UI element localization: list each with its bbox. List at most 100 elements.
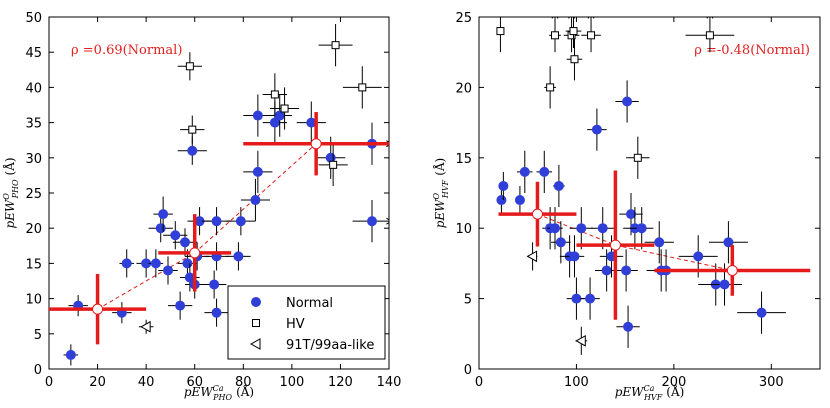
legend-entry-label: Normal [286,296,333,311]
y-tick-label: 35 [25,117,42,132]
right-x-axis-label: pEWCa HVF (Å) [615,384,685,402]
right-x-axis-label-unit: (Å) [666,384,684,399]
normal-data-point [514,195,525,206]
91t-data-point [575,334,586,347]
normal-data-point [654,237,665,248]
normal-data-point [150,258,161,269]
left-y-axis-label-sub: PHO [11,179,20,199]
y-tick-label: 5 [464,293,472,308]
hv-data-point [705,31,714,40]
hv-data-point [587,31,596,40]
x-tick-label: 40 [138,375,155,390]
normal-data-point [555,237,566,248]
normal-data-point [622,96,633,107]
normal-data-point [170,230,181,241]
right-y-axis-label-base: pEW [433,198,447,228]
left-y-axis-label-base: pEW [3,198,17,228]
normal-data-point [121,258,132,269]
left-panel: 0 20 40 60 80 100 120 140 0 5 10 15 20 25 30 35 40 45 50 pE… [2,11,401,402]
x-tick-label: 140 [377,375,402,390]
normal-data-point [194,216,205,227]
binned-mean-point [531,208,543,220]
normal-data-point [211,216,222,227]
normal-data-point [636,223,647,234]
hv-data-point [358,83,367,92]
correlation-annotation: ρ =-0.48(Normal) [694,43,810,58]
normal-data-point [367,216,377,227]
normal-data-point [498,180,509,191]
normal-data-point [571,293,582,304]
left-x-axis-label-sub: PHO [212,393,232,402]
y-tick-label: 20 [455,81,472,96]
x-tick-label: 0 [475,375,483,390]
correlation-annotation: ρ =0.69(Normal) [71,43,182,58]
x-tick-label: 200 [661,375,686,390]
x-tick-label: 80 [235,375,252,390]
y-tick-label: 10 [455,222,472,237]
left-y-axis-label: pEWOPHO (Å) [2,157,20,228]
normal-data-point [209,279,220,290]
x-tick-label: 0 [45,375,53,390]
91t-data-point [140,320,151,333]
normal-data-point [180,237,190,248]
legend-entry-label: 91T/99aa-like [286,338,374,353]
normal-data-point [252,110,263,121]
y-tick-label: 20 [25,222,42,237]
y-tick-label: 5 [34,328,42,343]
normal-data-point [158,209,169,220]
right-x-axis-label-base: pEW [615,385,645,399]
hv-data-point [270,90,279,99]
y-tick-label: 15 [455,152,472,167]
legend-91t-marker-icon [249,338,261,350]
normal-data-point [519,166,530,177]
normal-data-point [693,251,704,262]
binned-mean-point [609,239,621,251]
hv-data-point [550,31,559,40]
right-y-axis-label-sub: HVF [441,179,450,199]
normal-data-point [250,195,261,206]
x-tick-label: 20 [89,375,106,390]
hv-data-point [188,125,197,134]
right-y-axis-label: pEWOHVF (Å) [432,158,450,228]
lower-limit-arrow-icon [386,217,389,225]
left-data-layer [49,24,389,366]
left-x-axis-label-unit: (Å) [236,384,254,399]
legend-normal-marker-icon [251,297,261,307]
91t-data-point [526,250,538,263]
y-tick-label: 0 [34,363,42,378]
legend-hv-marker-icon [252,319,260,327]
normal-data-point [591,124,602,135]
normal-data-point [252,166,263,177]
normal-data-point [621,265,632,276]
x-tick-label: 300 [759,375,784,390]
hv-data-point [331,41,340,50]
y-tick-label: 30 [25,152,42,167]
hv-data-point [633,153,642,162]
right-y-axis-label-sup: O [432,192,441,199]
x-tick-label: 100 [564,375,589,390]
normal-data-point [175,300,186,311]
normal-data-point [601,265,612,276]
normal-data-point [723,237,734,248]
hv-data-point [329,160,338,169]
lower-limit-arrow-icon [571,9,577,14]
y-tick-label: 40 [25,81,42,96]
right-x-axis-label-sub: HVF [643,393,663,402]
hv-data-point [569,27,578,36]
normal-data-point [211,307,222,318]
y-tick-label: 0 [464,363,472,378]
normal-data-point [553,180,564,191]
normal-data-point [163,265,173,276]
x-tick-label: 60 [186,375,203,390]
right-data-layer [496,9,811,355]
normal-data-point [65,349,76,360]
normal-data-point [184,272,195,283]
hv-data-point [185,62,194,71]
normal-data-point [233,251,244,262]
y-tick-label: 15 [25,257,42,272]
legend: Normal HV 91T/99aa-like [227,285,386,360]
x-tick-label: 100 [279,375,304,390]
normal-data-point [576,223,587,234]
binned-mean-trend-line [537,213,733,271]
